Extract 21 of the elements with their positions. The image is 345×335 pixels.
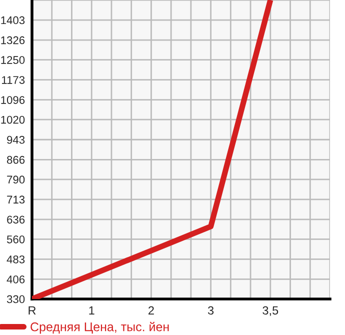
y-tick-label: 1326 [1, 36, 25, 44]
y-tick-label: 866 [7, 156, 25, 164]
y-tick-label: 406 [6, 276, 25, 284]
x-tick-label: R [28, 306, 36, 314]
x-tick-label: 2 [148, 306, 154, 314]
y-tick-label: 483 [6, 255, 25, 264]
y-tick-label: 330 [6, 295, 25, 304]
y-tick-label: 1250 [1, 56, 25, 64]
y-tick-label: 790 [7, 176, 25, 184]
legend-label: Средняя Цена, тыс. йен [30, 322, 169, 334]
y-tick-label: 1173 [2, 76, 25, 84]
y-tick-label: 1020 [1, 116, 25, 124]
x-tick-label: 3 [208, 306, 214, 315]
y-tick-label: 1096 [1, 96, 25, 104]
y-tick-label: 560 [6, 235, 25, 244]
y-tick-label: 713 [7, 196, 25, 204]
x-tick-label: 1 [89, 306, 94, 314]
x-tick-label: 3,5 [262, 306, 278, 316]
y-tick-label: 943 [7, 136, 25, 144]
y-tick-label: 636 [7, 216, 25, 224]
y-tick-label: 1403 [1, 16, 25, 24]
